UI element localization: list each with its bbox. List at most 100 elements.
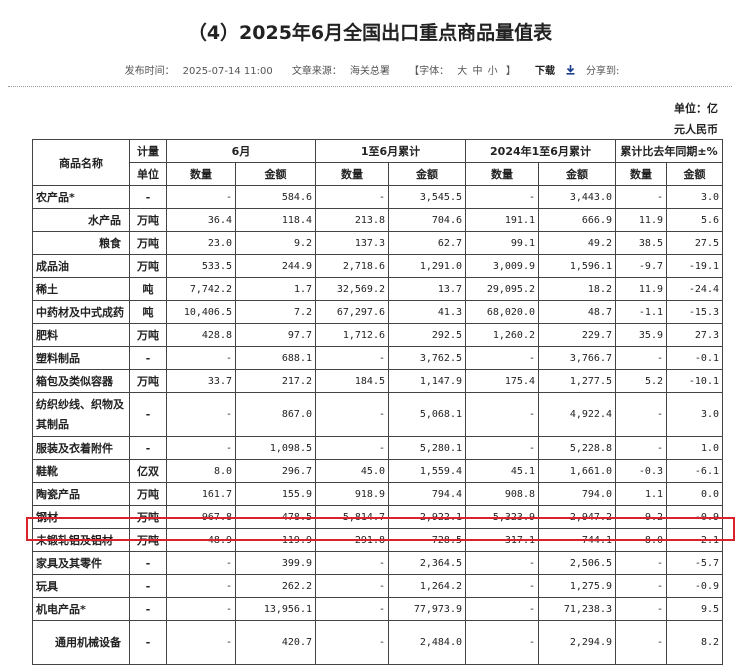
- unit-cell: 万吨: [129, 528, 167, 552]
- unit-cell: 万吨: [129, 323, 167, 347]
- unit-cell: -: [129, 392, 167, 437]
- value-cell: 1,712.6: [315, 323, 389, 347]
- table-row: 未锻轧铝及铝材 万吨 48.9 119.9 291.8 728.5 317.1 744.1 -8…: [32, 528, 723, 552]
- article-meta: 发布时间： 2025-07-14 11:00 文章来源： 海关总署 【字体： 大 中…: [0, 62, 740, 77]
- font-small-link[interactable]: 小: [487, 66, 498, 77]
- table-row: 钢材 万吨 967.8 478.5 5,814.7 2,922.1 5,323.9 2,947…: [32, 505, 723, 529]
- unit-cell: 万吨: [129, 231, 167, 255]
- value-cell: 728.5: [388, 528, 466, 552]
- value-cell: -9.7: [615, 254, 667, 278]
- table-row: 稀土吨 7,742.2 1.7 32,569.2 13.7 29,095.2 18.2 11.…: [32, 277, 723, 301]
- product-name-cell: 家具及其零件: [32, 551, 130, 575]
- value-cell: 11.9: [615, 208, 667, 232]
- value-cell: -19.1: [666, 254, 723, 278]
- table-row: 陶瓷产品 万吨 161.7 155.9 918.9 794.4 908.8 794.0 1.1 0…: [32, 482, 723, 506]
- value-cell: -: [615, 620, 667, 665]
- table-row: 箱包及类似容器 万吨 33.7 217.2 184.5 1,147.9 175.4 1,277…: [32, 369, 723, 393]
- value-cell: -6.1: [666, 459, 723, 483]
- product-name-cell: 成品油: [32, 254, 130, 278]
- value-cell: 967.8: [166, 505, 236, 529]
- value-cell: 2,294.9: [538, 620, 616, 665]
- value-cell: 67,297.6: [315, 300, 389, 324]
- value-cell: 8.2: [666, 620, 723, 665]
- value-cell: 1,277.5: [538, 369, 616, 393]
- product-name-cell: 中药材及中式成药: [32, 300, 130, 324]
- value-cell: -: [315, 574, 389, 598]
- value-cell: -: [465, 597, 539, 621]
- header-june: 6月: [166, 139, 316, 163]
- value-cell: 688.1: [235, 346, 316, 370]
- value-cell: 1,559.4: [388, 459, 466, 483]
- table-row: 服装及衣着附件 - -1,098.5-5,280.1-5,228.8-1.0: [32, 436, 723, 460]
- table-row: 粮食 万吨 23.0 9.2 137.3 62.7 99.1 49.2 38.5 27.5: [32, 231, 723, 255]
- value-cell: 10,406.5: [166, 300, 236, 324]
- value-cell: -: [615, 597, 667, 621]
- download-button[interactable]: 下载: [531, 65, 578, 77]
- value-cell: 33.7: [166, 369, 236, 393]
- value-cell: 41.3: [388, 300, 466, 324]
- value-cell: -8.0: [615, 528, 667, 552]
- value-cell: -1.1: [615, 300, 667, 324]
- value-cell: -: [465, 551, 539, 575]
- value-cell: 229.7: [538, 323, 616, 347]
- value-cell: -: [465, 436, 539, 460]
- value-cell: 48.9: [166, 528, 236, 552]
- unit-cell: 亿双: [129, 459, 167, 483]
- value-cell: 1,275.9: [538, 574, 616, 598]
- value-cell: 1,596.1: [538, 254, 616, 278]
- value-cell: 99.1: [465, 231, 539, 255]
- product-name-cell: 粮食: [32, 231, 130, 255]
- product-name-cell: 纺织纱线、织物及其制品: [32, 392, 130, 437]
- unit-note: 单位：亿 元人民币: [674, 102, 718, 136]
- value-cell: 533.5: [166, 254, 236, 278]
- value-cell: 27.3: [666, 323, 723, 347]
- value-cell: -: [465, 620, 539, 665]
- value-cell: -15.3: [666, 300, 723, 324]
- value-cell: -0.9: [666, 505, 723, 529]
- value-cell: 296.7: [235, 459, 316, 483]
- header-yoy: 累计比去年同期±%: [615, 139, 723, 163]
- value-cell: 478.5: [235, 505, 316, 529]
- unit-cell: -: [129, 436, 167, 460]
- value-cell: 2,506.5: [538, 551, 616, 575]
- value-cell: -: [615, 185, 667, 209]
- publish-info: 发布时间： 2025-07-14 11:00: [124, 66, 273, 77]
- value-cell: 1,260.2: [465, 323, 539, 347]
- share-label: 分享到:: [586, 66, 620, 77]
- value-cell: -: [615, 551, 667, 575]
- font-medium-link[interactable]: 中: [472, 66, 483, 77]
- table-row: 家具及其零件 - -399.9-2,364.5-2,506.5- -5.7: [32, 551, 723, 575]
- value-cell: 2,922.1: [388, 505, 466, 529]
- value-cell: 118.4: [235, 208, 316, 232]
- value-cell: 5,228.8: [538, 436, 616, 460]
- table-row: 肥料 万吨 428.8 97.7 1,712.6 292.5 1,260.2 229.7 35.…: [32, 323, 723, 347]
- product-name-cell: 鞋靴: [32, 459, 130, 483]
- value-cell: 317.1: [465, 528, 539, 552]
- font-large-link[interactable]: 大: [457, 66, 468, 77]
- source-info: 文章来源： 海关总署: [291, 66, 390, 77]
- table-row: 纺织纱线、织物及其制品 - -867.0-5,068.1-4,922.4-3.0: [32, 392, 723, 437]
- header-name: 商品名称: [32, 139, 130, 186]
- table-row: 水产品 万吨 36.4 118.4 213.8 704.6 191.1 666.9 11.9 5.…: [32, 208, 723, 232]
- value-cell: -: [465, 346, 539, 370]
- value-cell: 45.0: [315, 459, 389, 483]
- value-cell: -: [465, 185, 539, 209]
- value-cell: -0.1: [666, 346, 723, 370]
- value-cell: 5.6: [666, 208, 723, 232]
- value-cell: 8.0: [166, 459, 236, 483]
- value-cell: 5,068.1: [388, 392, 466, 437]
- product-name-cell: 机电产品*: [32, 597, 130, 621]
- value-cell: 32,569.2: [315, 277, 389, 301]
- value-cell: 11.9: [615, 277, 667, 301]
- value-cell: 867.0: [235, 392, 316, 437]
- value-cell: 13.7: [388, 277, 466, 301]
- value-cell: 38.5: [615, 231, 667, 255]
- header-qty: 数量: [315, 162, 389, 186]
- product-name-cell: 通用机械设备: [32, 620, 130, 665]
- product-name-cell: 塑料制品: [32, 346, 130, 370]
- header-ytd: 1至6月累计: [315, 139, 466, 163]
- value-cell: -: [315, 346, 389, 370]
- value-cell: 3,009.9: [465, 254, 539, 278]
- value-cell: 704.6: [388, 208, 466, 232]
- value-cell: -: [166, 597, 236, 621]
